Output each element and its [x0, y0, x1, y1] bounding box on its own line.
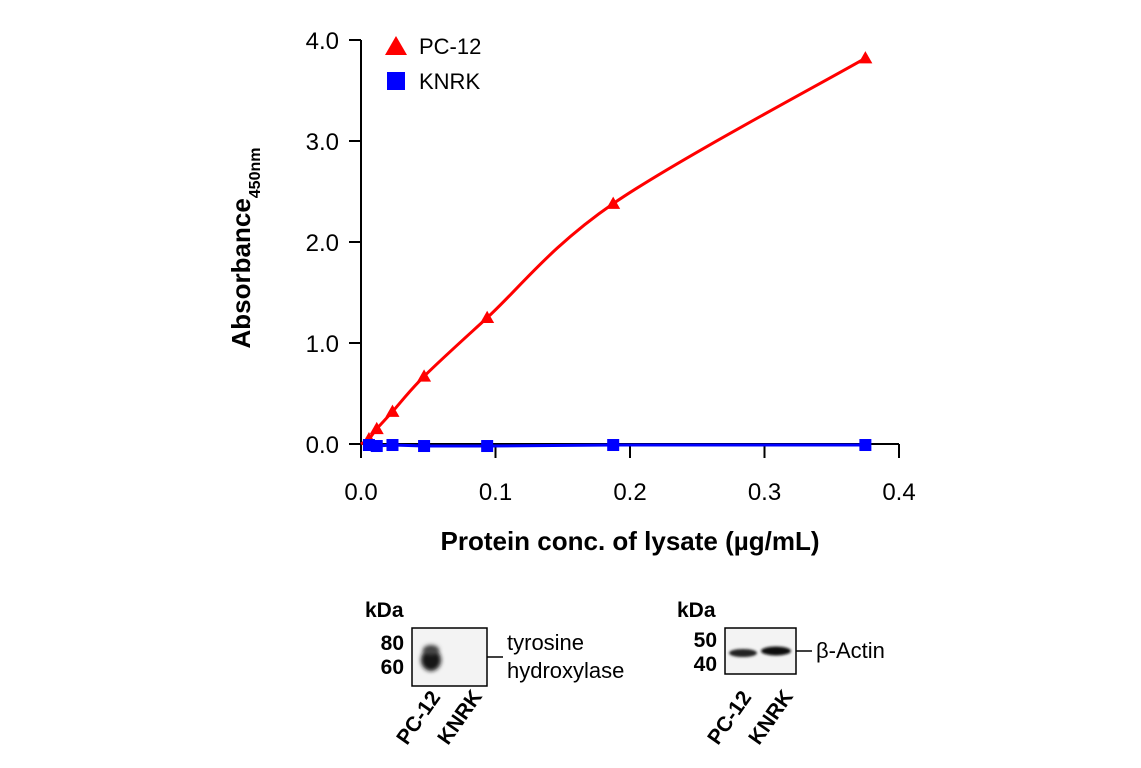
plot-area: 0.0 1.0 2.0 3.0 4.0 0.0 0.1 0.2 0.3 0.4 — [306, 28, 916, 506]
blot-band-th-pc12-upper — [423, 645, 439, 655]
blot-marker-80: 80 — [381, 632, 404, 655]
blot-kda-label: kDa — [677, 599, 716, 622]
series-layer — [360, 51, 873, 453]
data-point-knrk — [607, 439, 620, 452]
legend: PC-12 KNRK — [385, 34, 481, 94]
series-line-pc-12 — [360, 56, 867, 446]
blot-marker-40: 40 — [694, 653, 717, 676]
data-point-knrk — [370, 440, 383, 453]
blot-target-line1: tyrosine — [507, 630, 584, 655]
legend-label-knrk: KNRK — [419, 69, 480, 94]
blot-target-line2: hydroxylase — [507, 658, 624, 683]
data-point-knrk — [386, 439, 399, 452]
y-ticks: 0.0 1.0 2.0 3.0 4.0 — [306, 28, 361, 459]
y-axis-title-main: Absorbance — [226, 198, 256, 348]
data-point-pc-12 — [858, 51, 873, 64]
y-tick-label: 2.0 — [306, 230, 339, 257]
y-tick-label: 1.0 — [306, 331, 339, 358]
data-point-pc-12 — [606, 196, 621, 209]
x-axis-title: Protein conc. of lysate (µg/mL) — [440, 526, 819, 556]
x-tick-label: 0.1 — [479, 479, 512, 506]
y-axis-title: Absorbance450nm — [226, 148, 264, 349]
western-blot-tyrosine-hydroxylase: kDa 80 60 tyrosine hydroxylase PC-12 KNR… — [365, 599, 624, 749]
data-point-pc-12 — [369, 421, 384, 435]
y-tick-label: 4.0 — [306, 28, 339, 55]
western-blot-beta-actin: kDa 50 40 β-Actin PC-12 KNRK — [677, 599, 885, 749]
blot-target-label: β-Actin — [816, 638, 885, 663]
y-axis-title-sub: 450nm — [247, 148, 264, 199]
data-point-knrk — [859, 439, 872, 452]
legend-marker-pc-12 — [385, 36, 407, 55]
data-point-pc-12 — [417, 369, 432, 382]
data-point-knrk — [481, 440, 494, 453]
blot-band-th-pc12 — [421, 649, 441, 671]
x-tick-label: 0.3 — [748, 479, 781, 506]
x-tick-label: 0.2 — [613, 479, 646, 506]
blot-kda-label: kDa — [365, 599, 404, 622]
x-ticks: 0.0 0.1 0.2 0.3 0.4 — [344, 444, 916, 506]
data-point-pc-12 — [480, 310, 495, 323]
x-tick-label: 0.4 — [882, 479, 915, 506]
data-point-knrk — [418, 440, 431, 453]
y-tick-label: 0.0 — [306, 432, 339, 459]
blot-marker-60: 60 — [381, 656, 404, 679]
y-tick-label: 3.0 — [306, 129, 339, 156]
blot-band-actin-pc12 — [729, 649, 757, 657]
blot-lane-label-knrk: KNRK — [433, 686, 487, 749]
legend-marker-knrk — [387, 72, 405, 90]
x-tick-label: 0.0 — [344, 479, 377, 506]
blot-lane-label-knrk: KNRK — [744, 686, 798, 749]
blot-marker-50: 50 — [694, 629, 717, 652]
data-point-pc-12 — [385, 404, 400, 417]
blot-band-actin-knrk — [761, 646, 791, 656]
legend-label-pc-12: PC-12 — [419, 34, 481, 59]
